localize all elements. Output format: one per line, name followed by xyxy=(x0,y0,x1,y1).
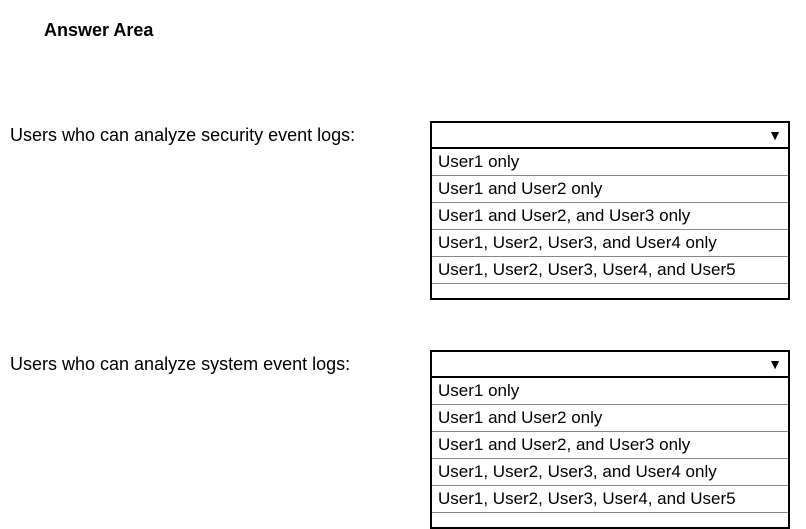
dropdown-option[interactable]: User1 and User2 only xyxy=(432,405,788,432)
dropdown-option[interactable]: User1, User2, User3, User4, and User5 xyxy=(432,486,788,513)
dropdown-area-security: ▼ User1 only User1 and User2 only User1 … xyxy=(430,121,790,300)
options-spacer xyxy=(432,513,788,527)
dropdown-option[interactable]: User1, User2, User3, and User4 only xyxy=(432,459,788,486)
page-title: Answer Area xyxy=(44,20,796,41)
dropdown-option[interactable]: User1 only xyxy=(432,149,788,176)
dropdown-option[interactable]: User1, User2, User3, User4, and User5 xyxy=(432,257,788,284)
chevron-down-icon: ▼ xyxy=(768,357,782,371)
options-spacer xyxy=(432,284,788,298)
dropdown-options-system: User1 only User1 and User2 only User1 an… xyxy=(430,378,790,529)
dropdown-trigger-security[interactable]: ▼ xyxy=(430,121,790,149)
dropdown-trigger-system[interactable]: ▼ xyxy=(430,350,790,378)
dropdown-options-security: User1 only User1 and User2 only User1 an… xyxy=(430,149,790,300)
question-row-security: Users who can analyze security event log… xyxy=(10,121,796,300)
question-label-system: Users who can analyze system event logs: xyxy=(10,350,430,375)
dropdown-option[interactable]: User1 and User2, and User3 only xyxy=(432,203,788,230)
dropdown-option[interactable]: User1 and User2, and User3 only xyxy=(432,432,788,459)
dropdown-option[interactable]: User1 only xyxy=(432,378,788,405)
question-label-security: Users who can analyze security event log… xyxy=(10,121,430,146)
dropdown-option[interactable]: User1 and User2 only xyxy=(432,176,788,203)
question-row-system: Users who can analyze system event logs:… xyxy=(10,350,796,529)
dropdown-area-system: ▼ User1 only User1 and User2 only User1 … xyxy=(430,350,790,529)
dropdown-option[interactable]: User1, User2, User3, and User4 only xyxy=(432,230,788,257)
chevron-down-icon: ▼ xyxy=(768,128,782,142)
